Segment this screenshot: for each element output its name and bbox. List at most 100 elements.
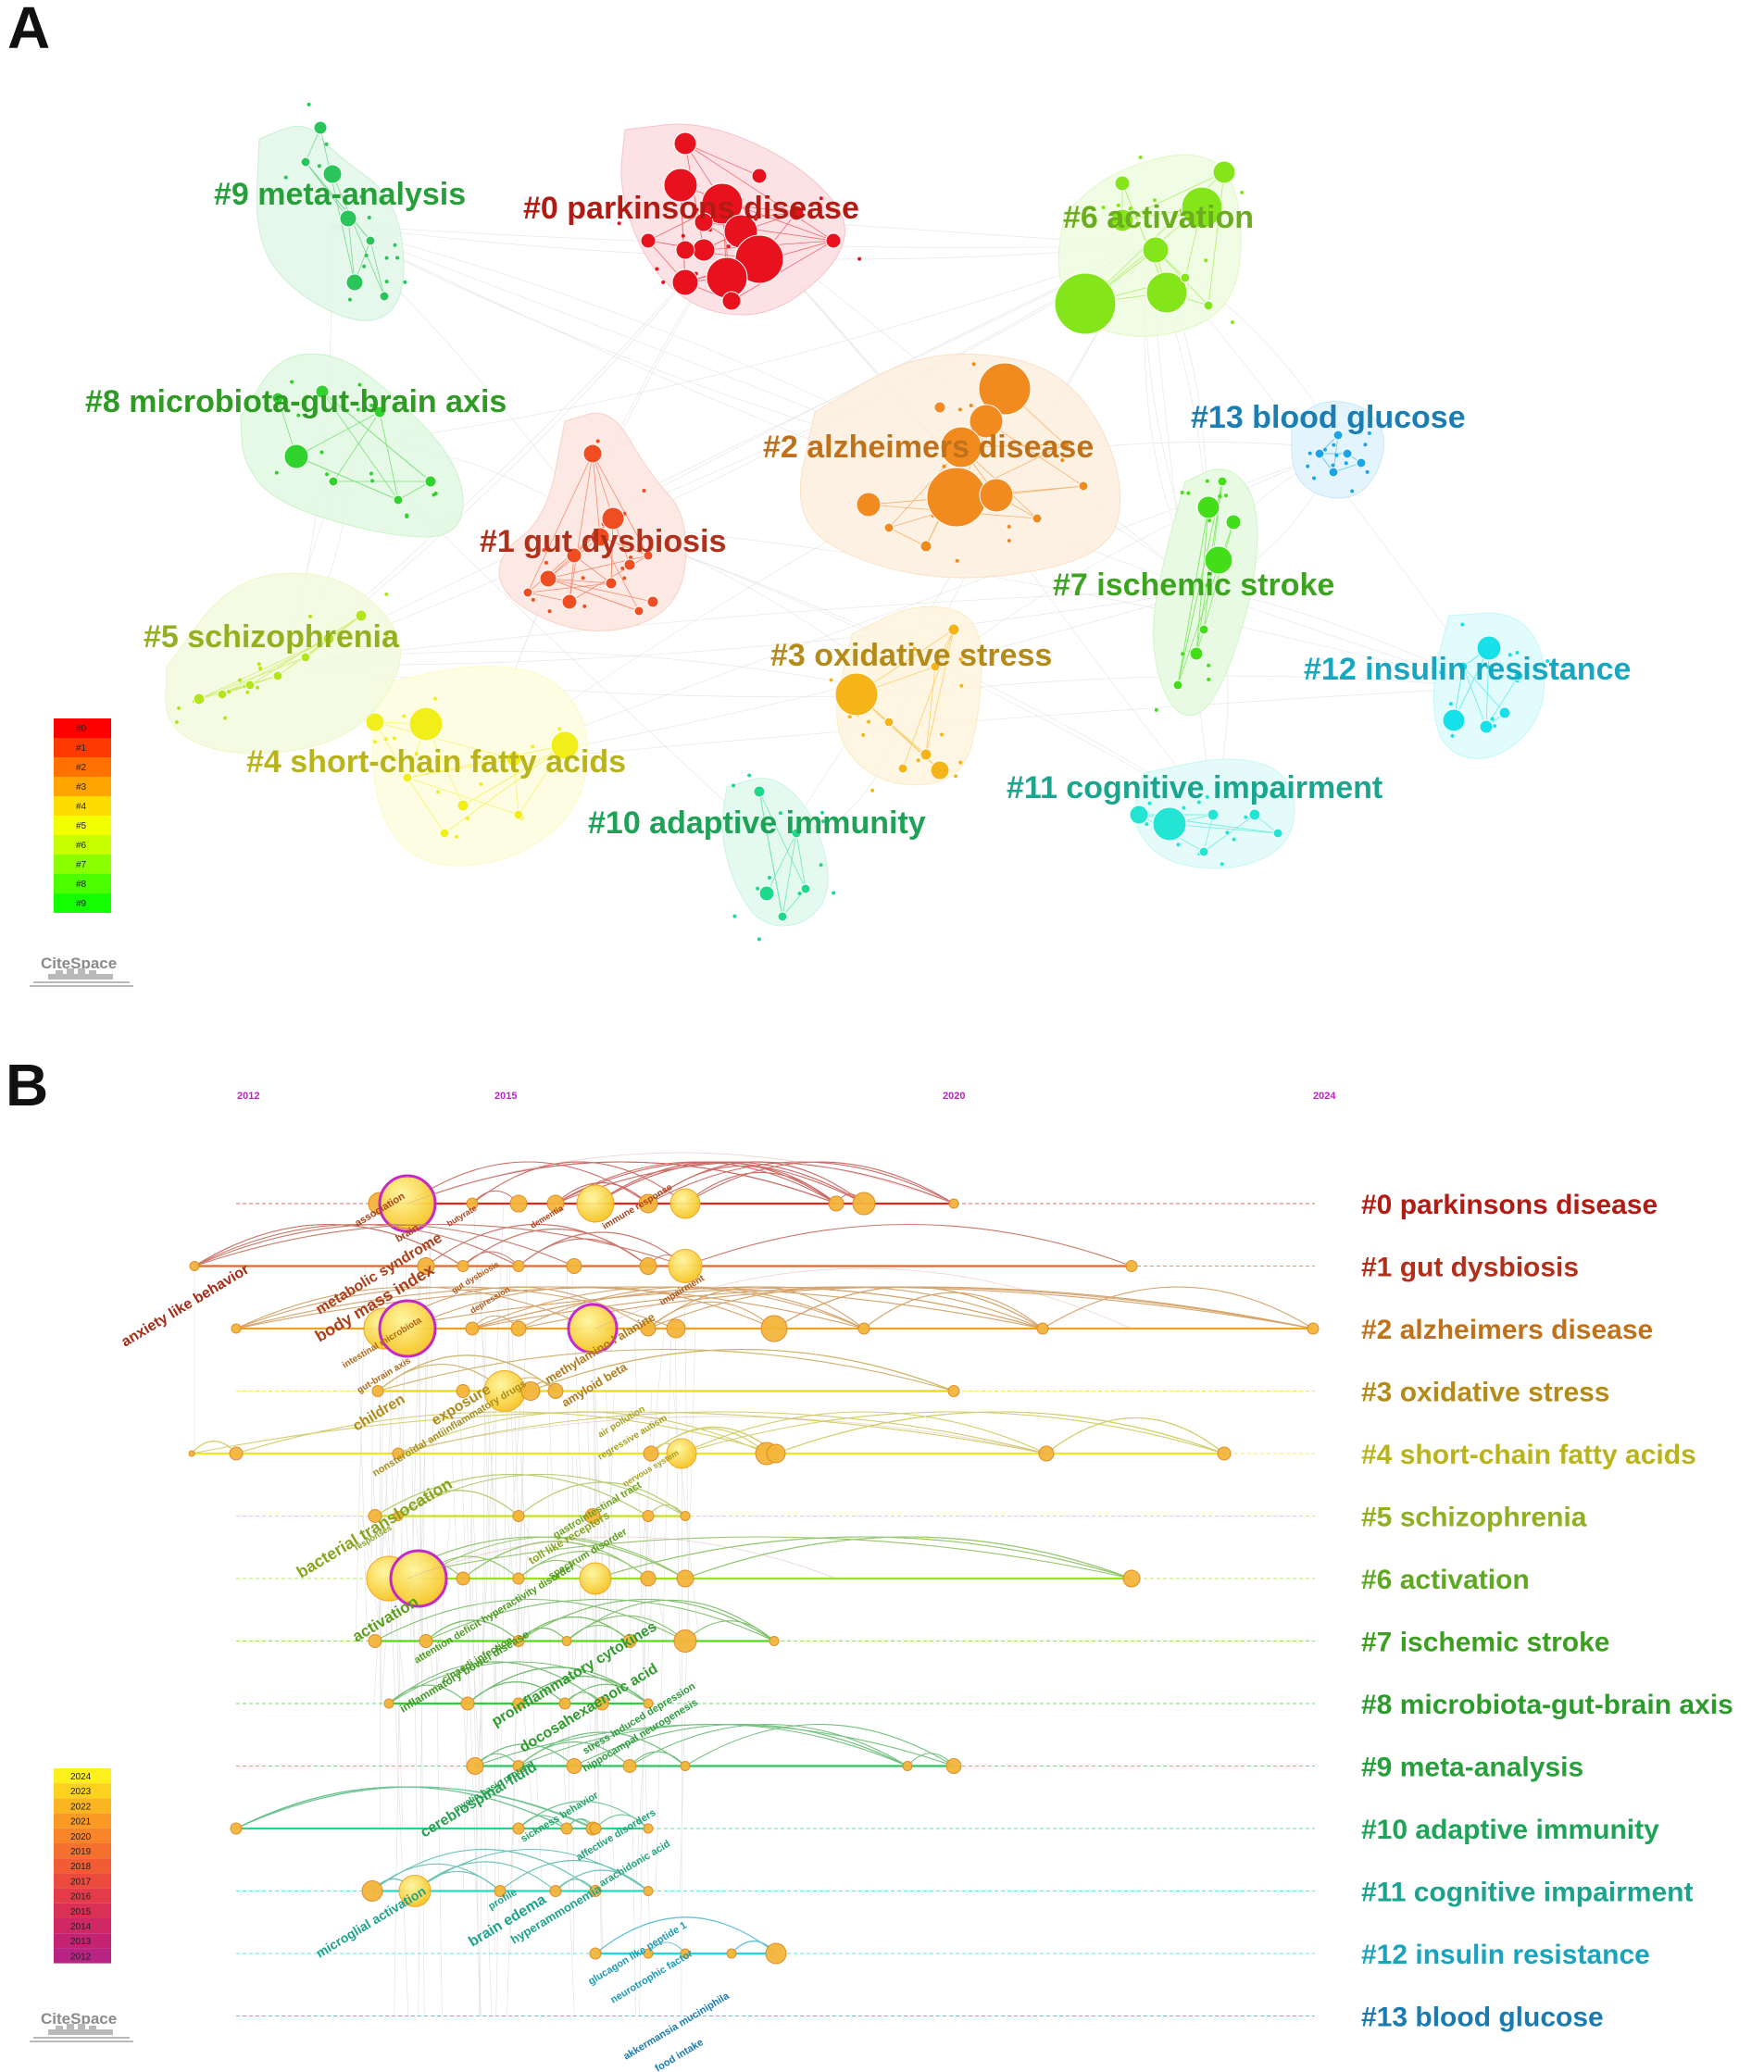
cluster-hull-c13: [1291, 401, 1384, 499]
cluster-node: [392, 736, 396, 741]
keyword-label: children: [350, 1392, 407, 1435]
cluster-node: [1198, 624, 1209, 635]
cluster-node: [1152, 198, 1157, 203]
cluster-node: [539, 569, 557, 588]
cluster-node: [177, 705, 181, 710]
cluster-node: [513, 809, 524, 820]
cluster-node: [861, 732, 866, 737]
cluster-node: [617, 221, 621, 226]
legend-year-label: 2019: [70, 1847, 92, 1857]
cluster-node: [313, 120, 328, 135]
legend-year-label: 2018: [70, 1862, 92, 1872]
cluster-node: [856, 492, 882, 518]
cluster-node: [1306, 464, 1310, 468]
panel-b-letter: B: [6, 1052, 48, 1118]
cluster-node: [1220, 862, 1224, 867]
timeline-cluster-label: #11 cognitive impairment: [1361, 1878, 1693, 1908]
timeline-node: [640, 1570, 657, 1587]
cluster-node: [542, 548, 546, 553]
cluster-node: [642, 489, 646, 493]
cluster-node: [1448, 702, 1453, 706]
cluster-node: [1145, 822, 1149, 827]
timeline-node: [579, 1562, 612, 1595]
cluster-node: [1059, 439, 1070, 450]
cluster-node: [819, 863, 823, 867]
cluster-label-c3: #3 oxidative stress: [770, 638, 1052, 673]
cluster-node: [979, 478, 1014, 513]
cluster-node: [1498, 706, 1511, 719]
timeline-row: [236, 1474, 1315, 1524]
cluster-node: [920, 540, 932, 553]
cluster-node: [867, 719, 871, 724]
timeline-node: [589, 1885, 602, 1897]
cluster-node: [367, 215, 371, 219]
legend-swatch-year: [54, 1813, 111, 1829]
legend-label: #1: [76, 743, 87, 754]
legend-year-label: 2014: [70, 1922, 92, 1932]
co-citation-arcs: [474, 1723, 955, 1767]
cluster-node: [930, 661, 941, 672]
cluster-node: [384, 256, 389, 260]
cluster-node: [359, 194, 364, 199]
cluster-node: [791, 828, 802, 839]
cluster-node: [372, 740, 377, 744]
timeline-node: [902, 1761, 913, 1771]
co-citation-arcs: [374, 1598, 775, 1641]
cluster-node: [384, 592, 389, 596]
cluster-node: [1101, 206, 1106, 210]
year-tick-2020: 2020: [943, 1091, 965, 1102]
cluster-node: [322, 164, 343, 184]
cluster-node: [283, 443, 309, 469]
cluster-node: [1218, 494, 1222, 499]
cluster-node: [582, 443, 603, 464]
timeline-cluster-label: #13 blood glucose: [1361, 2003, 1604, 2033]
cluster-node: [1060, 458, 1065, 463]
cluster-node: [402, 772, 413, 783]
cluster-node: [757, 937, 761, 942]
cluster-node: [1181, 652, 1185, 656]
timeline-node: [669, 1188, 701, 1219]
cluster-node: [244, 680, 256, 691]
cluster-label-c1: #1 gut dysbiosis: [480, 524, 726, 559]
cluster-node: [768, 822, 772, 827]
cluster-node: [643, 550, 654, 561]
cluster-node: [629, 555, 633, 560]
cluster-node: [561, 593, 578, 610]
legend-swatch-year: [54, 1858, 111, 1874]
cluster-label-c6: #6 activation: [1063, 200, 1254, 235]
citespace-bars-icon: [30, 968, 133, 987]
cluster-node: [1205, 583, 1209, 588]
cluster-node: [1367, 431, 1371, 435]
co-citation-arcs: [194, 1223, 1132, 1267]
cluster-node: [692, 238, 716, 262]
cluster-node: [1180, 272, 1191, 283]
legend-swatch-year: [54, 1828, 111, 1843]
timeline-node: [642, 1510, 655, 1522]
cluster-node: [1350, 489, 1355, 493]
cluster-node: [605, 577, 618, 590]
keyword-label: anxiety like behavior: [119, 1262, 252, 1351]
cluster-node: [566, 547, 582, 564]
legend-swatch-year: [54, 1798, 111, 1814]
timeline-row: [189, 1223, 1315, 1283]
cluster-node: [732, 914, 737, 918]
cluster-node: [912, 646, 917, 651]
legend-swatch-year: [54, 1933, 111, 1949]
cluster-node: [1189, 646, 1204, 661]
cluster-node: [1204, 258, 1208, 263]
cluster-node: [379, 291, 390, 302]
citespace-wordmark: CiteSpace: [41, 955, 117, 972]
cluster-node: [726, 244, 731, 249]
timeline-node: [398, 1875, 432, 1907]
timeline-node: [189, 1261, 200, 1271]
timeline-node: [230, 1822, 243, 1835]
cluster-node: [1508, 653, 1512, 657]
timeline-node: [589, 1822, 602, 1835]
cluster-label-c7: #7 ischemic stroke: [1053, 568, 1334, 603]
cluster-node: [271, 392, 284, 405]
timeline-node: [378, 1299, 437, 1358]
cluster-node: [454, 834, 458, 839]
legend-swatch-year: [54, 1903, 111, 1918]
long-arcs: [388, 1152, 1132, 1579]
timeline-node: [680, 1948, 691, 1959]
